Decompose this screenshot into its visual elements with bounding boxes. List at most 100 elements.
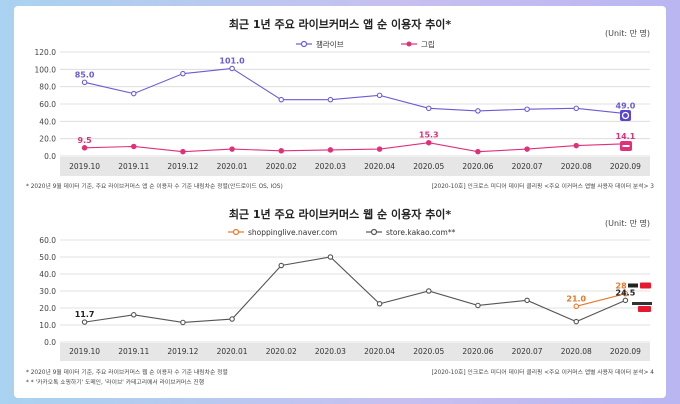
chart2-x-tick-label: 2020.04 [364, 347, 395, 356]
chart2-title: 최근 1년 주요 라이브커머스 웹 순 이용자 추이* [229, 207, 452, 221]
chart2-data-label: 28.4 [616, 282, 636, 291]
chart1-y-tick-label: 40.0 [39, 117, 56, 126]
chart1-plot: 0.0 20.0 40.0 60.0 80.0 100.0 120.0 2019.10 2019… [35, 48, 650, 176]
chart1-series-2-point [278, 148, 284, 154]
chart1-legend: 잼라이브 그립 [296, 39, 435, 49]
naver-shoppinglive-logo [626, 282, 652, 289]
chart2-series-2-point [573, 318, 579, 325]
chart2-series-2-point [180, 319, 186, 326]
chart1-x-tick-label: 2020.02 [266, 162, 297, 171]
chart1-x-tick-label: 2020.04 [364, 162, 395, 171]
chart1-series-1-point [81, 79, 88, 86]
chart1-footnote-left: * 2020년 9월 데이터 기준, 주요 라이브커머스 앱 순 이용자 수 기… [26, 182, 283, 190]
chart2-y-tick-label: 10.0 [39, 321, 56, 330]
chart2-series-2-point [278, 262, 284, 269]
chart1-title: 최근 1년 주요 라이브커머스 앱 순 이용자 추이* [229, 17, 452, 31]
chart1-y-tick-label: 120.0 [35, 48, 57, 57]
chart1-x-tick-label: 2020.03 [315, 162, 346, 171]
chart2-footnote-left2: * * '카카오톡 쇼핑하기' 도메인, '라이브' 카테고리에서 라이브커머스… [26, 378, 204, 386]
chart2-y-tick-label: 50.0 [39, 253, 56, 262]
chart1-series-1-point [180, 70, 186, 77]
chart1-footnote-right: [2020-10호] 인크로스 미디어 데이터 클리핑 <주요 이커머스 앱별 … [432, 182, 655, 190]
chart1-x-tick-label: 2020.08 [561, 162, 592, 171]
chart1-series-2-point [180, 148, 186, 155]
grip-logo [620, 141, 632, 151]
chart2-series-2-point [229, 316, 235, 322]
chart2-series-2-point [376, 300, 383, 307]
chart2-category-band [60, 343, 650, 361]
chart2-x-tick-label: 2020.08 [561, 347, 592, 356]
chart1-series-line-2 [84, 142, 626, 153]
chart2-data-label: 11.7 [75, 310, 95, 319]
chart2-series-line-2 [84, 256, 626, 324]
chart2-data-label: 21.0 [566, 294, 586, 303]
chart1-series-1-point [131, 90, 137, 97]
chart1-series-2-point [327, 147, 334, 153]
chart2-series-2-point [622, 297, 629, 304]
chart1-series-line-1 [84, 67, 626, 115]
chart1-series-1-point [524, 106, 530, 112]
chart2-legend: shoppinglive.naver.com store.kakao.com** [228, 228, 456, 237]
chart2-series-2-point [131, 312, 137, 318]
chart2-footnote-left: * 2020년 9월 데이터 기준, 주요 라이브커머스 웹 순 이용자 수 기… [26, 368, 228, 376]
chart1-series-2-point [229, 146, 235, 152]
chart1-series-1-point [327, 96, 334, 103]
chart1-x-tick-label: 2020.09 [610, 162, 641, 171]
chart1-x-tick-label: 2019.12 [167, 162, 198, 171]
chart2-x-tick-label: 2020.01 [217, 347, 248, 356]
chart1-x-tick-label: 2019.11 [118, 162, 149, 171]
chart1-data-label: 85.0 [75, 70, 95, 79]
chart1-x-tick-label: 2020.05 [413, 162, 444, 171]
chart1-series-2-point [425, 139, 432, 146]
chart2-y-tick-label: 30.0 [39, 287, 56, 296]
legend-series-4: store.kakao.com** [386, 228, 456, 237]
chart1-data-label: 14.1 [616, 132, 636, 141]
chart1-data-label: 9.5 [77, 136, 92, 145]
chart2-series-2-point [524, 297, 530, 304]
chart2-footnote-right: [2020-10호] 인크로스 미디어 데이터 클리핑 <주요 이커머스 앱별 … [432, 368, 655, 376]
chart2-y-tick-label: 40.0 [39, 270, 56, 279]
chart1-series-2-point [524, 146, 530, 152]
chart1-y-tick-label: 60.0 [39, 100, 56, 109]
chart2-data-label: 24.5 [616, 288, 636, 297]
chart2-x-tick-label: 2019.11 [118, 347, 149, 356]
chart2-series-2-point [81, 319, 88, 325]
chart2-y-tick-label: 0.0 [44, 338, 56, 347]
jamlive-logo [620, 110, 631, 121]
chart2-series-line-1 [576, 293, 626, 307]
chart2-x-tick-label: 2020.07 [512, 347, 543, 356]
legend-series-3: shoppinglive.naver.com [248, 228, 337, 237]
chart1-series-2-point [81, 145, 88, 151]
chart1-data-label: 15.3 [419, 131, 439, 140]
chart2-series-2-point [475, 302, 481, 309]
chart2-unit: (Unit: 만 명) [605, 218, 650, 228]
chart2-x-tick-label: 2020.02 [266, 347, 297, 356]
chart2-x-tick-label: 2020.06 [462, 347, 493, 356]
chart1-series-1-point [376, 92, 383, 99]
chart2-x-tick-label: 2020.09 [610, 347, 641, 356]
chart2-x-tick-label: 2020.03 [315, 347, 346, 356]
chart2-y-tick-label: 60.0 [39, 236, 56, 245]
chart1-data-label: 101.0 [219, 56, 245, 65]
chart2-plot: 0.0 10.0 20.0 30.0 40.0 50.0 60.0 2019.10 2019.1… [39, 236, 650, 361]
chart1-data-label: 49.0 [616, 102, 636, 111]
report-card: 최근 1년 주요 라이브커머스 앱 순 이용자 추이* (Unit: 만 명) … [14, 6, 666, 398]
chart1-series-2-point [131, 143, 137, 150]
chart-canvas: 최근 1년 주요 라이브커머스 앱 순 이용자 추이* (Unit: 만 명) … [26, 17, 655, 386]
legend-series-1: 잼라이브 [316, 39, 344, 49]
chart1-unit: (Unit: 만 명) [605, 28, 650, 38]
chart1-series-1-point [425, 105, 432, 112]
chart1-x-tick-label: 2020.01 [217, 162, 248, 171]
chart1-y-tick-label: 80.0 [39, 83, 56, 92]
chart2-x-tick-label: 2020.05 [413, 347, 444, 356]
chart1-series-1-point [573, 105, 579, 112]
chart2-series-1-point [573, 303, 579, 310]
chart2-series-2-point [425, 288, 432, 294]
chart2-x-tick-label: 2019.10 [69, 347, 100, 356]
chart1-x-tick-label: 2020.07 [512, 162, 543, 171]
chart1-category-band [60, 157, 650, 176]
chart2-series-1-point [622, 290, 629, 297]
chart1-series-1-point [229, 65, 235, 72]
chart1-series-2-point [376, 146, 383, 152]
chart1-x-tick-label: 2020.06 [462, 162, 493, 171]
